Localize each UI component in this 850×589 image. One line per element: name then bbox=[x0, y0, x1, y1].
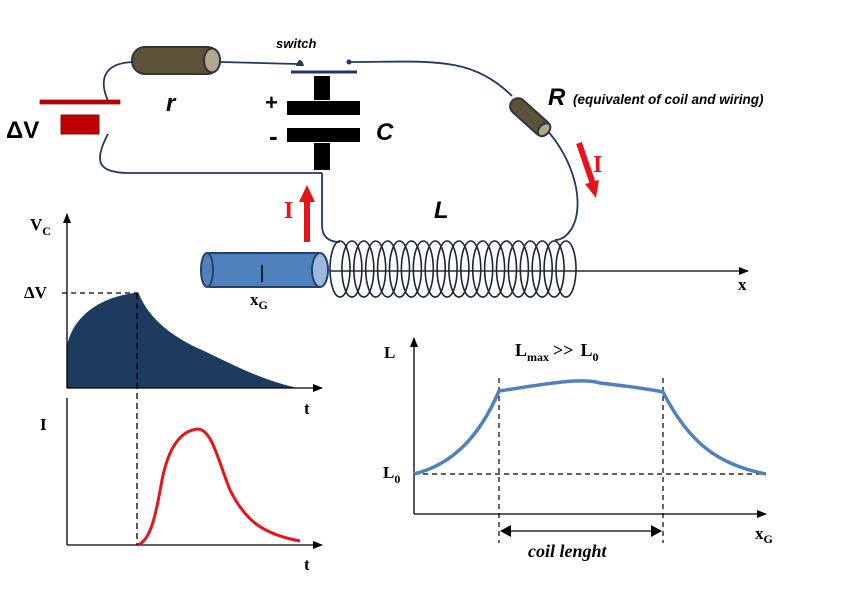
L0-tick-label: L0 bbox=[383, 463, 400, 486]
coil-turn bbox=[341, 240, 363, 298]
wire-cap-to-coil bbox=[321, 173, 341, 243]
capacitor-minus-sign: - bbox=[269, 121, 278, 151]
switch-label: switch bbox=[276, 36, 317, 51]
current-label-right: I bbox=[593, 152, 602, 178]
capacitor-plus-sign: + bbox=[265, 90, 278, 115]
coil-length-arrow-left bbox=[500, 525, 511, 537]
capacitor-label: C bbox=[376, 119, 394, 146]
coil-turn bbox=[459, 240, 482, 298]
switch-pivot bbox=[346, 59, 352, 65]
coil-turn bbox=[483, 240, 506, 298]
coil-turn bbox=[388, 240, 411, 298]
coil-turn bbox=[555, 240, 577, 298]
battery-plate-long bbox=[39, 99, 121, 105]
coil-length-arrow-right bbox=[651, 525, 662, 537]
current-arrow-right bbox=[576, 142, 599, 198]
capacitor bbox=[287, 76, 360, 170]
coil-turn bbox=[329, 240, 351, 298]
resistor-R bbox=[509, 97, 552, 138]
L-y-label: L bbox=[384, 343, 395, 362]
battery-plate-short bbox=[60, 114, 100, 135]
battery-voltage-label: ΔV bbox=[6, 117, 39, 144]
resistor-r bbox=[131, 46, 221, 75]
wire-bottom-left bbox=[99, 133, 322, 174]
wire-top-left bbox=[103, 61, 137, 102]
coil-turn bbox=[376, 240, 399, 298]
coil-turn bbox=[495, 240, 518, 298]
coil-turn bbox=[352, 240, 375, 298]
i-x-label: t bbox=[304, 555, 310, 574]
iron-core bbox=[200, 252, 329, 288]
resistor-R-note: (equivalent of coil and wiring) bbox=[573, 92, 764, 107]
current-arrow-left bbox=[299, 185, 315, 242]
core-position-label: xG bbox=[250, 290, 268, 312]
inductor-label: L bbox=[434, 197, 449, 224]
coil-turn bbox=[364, 240, 387, 298]
coil-turn bbox=[519, 240, 542, 298]
vc-graph: VC ΔV t bbox=[24, 213, 323, 545]
circuit: ΔV r switch + - C R (equivalent of coil … bbox=[6, 36, 764, 312]
coil-turn bbox=[436, 240, 458, 298]
resistor-r-label: r bbox=[166, 90, 177, 117]
coil-turn bbox=[448, 240, 470, 298]
vc-x-label: t bbox=[304, 399, 310, 418]
coil-turn bbox=[531, 240, 554, 298]
wire-resistor-to-switch bbox=[220, 61, 299, 65]
inductance-graph: coil lenght L L0 Lmax >> L0 xG bbox=[383, 337, 773, 561]
switch-contact bbox=[296, 60, 304, 66]
vc-dv-tick-label: ΔV bbox=[24, 283, 48, 302]
coil-turn bbox=[507, 240, 530, 298]
i-y-label: I bbox=[40, 415, 47, 434]
coil-turn bbox=[412, 240, 435, 298]
Lmax-relation: Lmax >> L0 bbox=[515, 340, 599, 364]
coil-turn bbox=[543, 240, 565, 298]
coil-turn bbox=[424, 240, 447, 298]
inductance-curve bbox=[413, 379, 767, 476]
coil-length-label: coil lenght bbox=[528, 541, 608, 561]
current-curve bbox=[137, 427, 301, 547]
wire-R-to-coil bbox=[544, 127, 579, 241]
vc-fill-area bbox=[66, 292, 296, 389]
current-graph: I t bbox=[40, 398, 323, 574]
resistor-R-label: R bbox=[548, 84, 566, 111]
current-label-left: I bbox=[284, 198, 293, 224]
coil-turn bbox=[400, 240, 423, 298]
L-x-label: xG bbox=[755, 524, 773, 546]
coil-turn bbox=[471, 240, 494, 298]
x-axis-label: x bbox=[738, 275, 747, 294]
coil-winding bbox=[329, 240, 577, 298]
wire-switch-to-R bbox=[348, 60, 513, 97]
vc-y-label: VC bbox=[30, 215, 51, 238]
